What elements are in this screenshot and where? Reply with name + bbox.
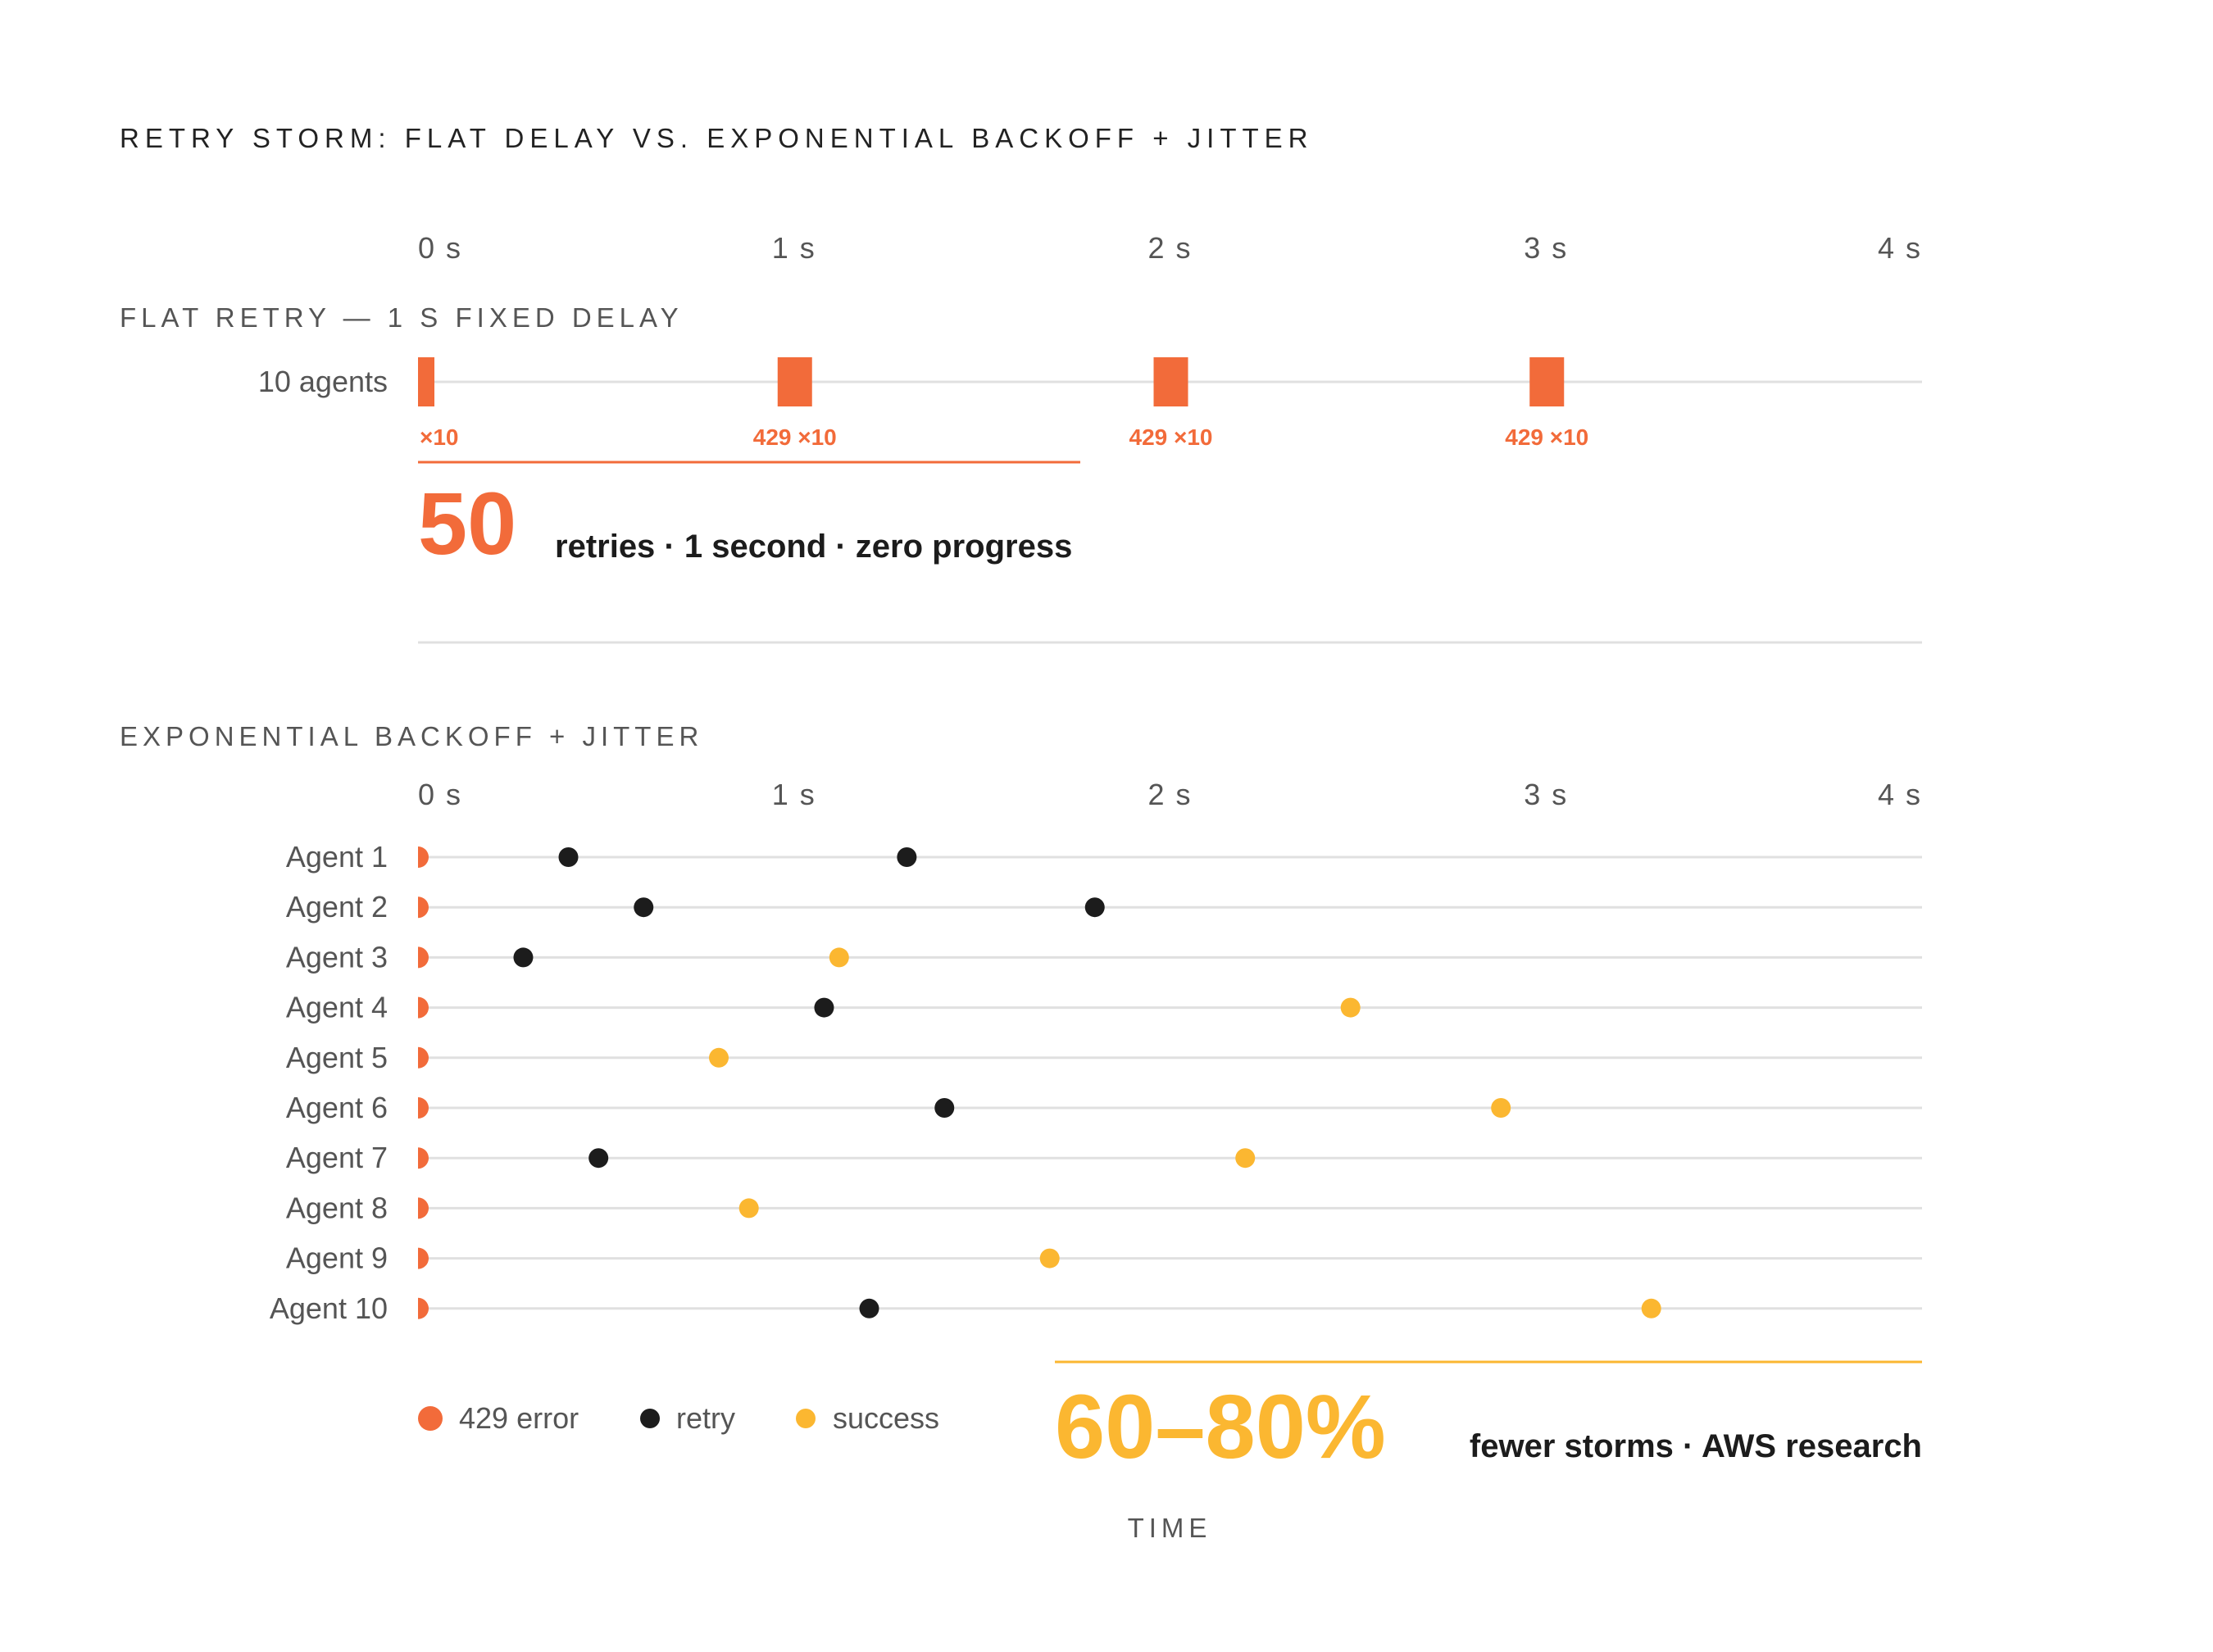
retry-point <box>897 847 917 867</box>
legend-error-swatch <box>418 1406 443 1431</box>
retry-point <box>513 947 534 968</box>
agent-label: Agent 6 <box>286 1091 388 1124</box>
flat-section-title: FLAT RETRY — 1 S FIXED DELAY <box>120 302 684 333</box>
success-point <box>709 1047 729 1068</box>
flat-stat-text: retries · 1 second · zero progress <box>555 529 1072 565</box>
error-point <box>418 1147 429 1169</box>
error-point <box>418 846 429 868</box>
agent-label: Agent 9 <box>286 1241 388 1275</box>
backoff-tick-label: 0 s <box>418 778 462 811</box>
flat-tick-label: 2 s <box>1147 231 1192 265</box>
error-point <box>418 896 429 919</box>
error-point <box>418 1247 429 1269</box>
backoff-section-title: EXPONENTIAL BACKOFF + JITTER <box>120 721 703 751</box>
agent-row: Agent 3 <box>286 940 1922 974</box>
flat-burst-bar <box>1529 357 1565 406</box>
flat-burst-label: 429 ×10 <box>1505 424 1588 450</box>
retry-point <box>859 1298 879 1318</box>
success-point <box>1340 997 1361 1018</box>
error-point <box>418 1046 429 1069</box>
agent-label: Agent 8 <box>286 1191 388 1224</box>
agent-row: Agent 6 <box>286 1091 1922 1124</box>
retry-point <box>634 897 654 918</box>
agent-row: Agent 8 <box>286 1191 1922 1224</box>
agent-label: Agent 3 <box>286 940 388 974</box>
error-point <box>418 1297 429 1319</box>
success-point <box>1491 1098 1511 1118</box>
agent-label: Agent 10 <box>270 1291 388 1325</box>
error-point <box>418 1197 429 1219</box>
flat-tick-label: 0 s <box>418 231 462 265</box>
agent-label: Agent 4 <box>286 991 388 1024</box>
agent-row: Agent 4 <box>286 991 1922 1024</box>
flat-tick-label: 1 s <box>772 231 816 265</box>
legend-success-label: success <box>833 1401 939 1435</box>
flat-burst-label: ×10 <box>420 424 459 450</box>
legend-retry-label: retry <box>676 1401 735 1435</box>
flat-tick-label: 4 s <box>1878 231 1922 265</box>
backoff-x-axis-ticks: 0 s 1 s 2 s 3 s 4 s <box>418 778 1922 811</box>
agent-row: Agent 2 <box>286 890 1922 924</box>
agent-row: Agent 7 <box>286 1141 1922 1174</box>
success-point <box>1039 1248 1060 1268</box>
agent-label: Agent 2 <box>286 890 388 924</box>
legend-error-label: 429 error <box>459 1401 579 1435</box>
legend: 429 error retry success <box>418 1401 939 1435</box>
retry-point <box>814 997 834 1018</box>
flat-burst-label: 429 ×10 <box>753 424 837 450</box>
agent-label: Agent 5 <box>286 1041 388 1074</box>
agent-row: Agent 10 <box>270 1291 1922 1325</box>
success-point <box>829 947 849 968</box>
success-point <box>738 1198 759 1219</box>
retry-point <box>588 1148 609 1169</box>
flat-x-axis-ticks: 0 s 1 s 2 s 3 s 4 s <box>418 231 1922 265</box>
flat-burst-label: 429 ×10 <box>1129 424 1213 450</box>
flat-bursts: ×10 429 ×10 429 ×10 429 ×10 <box>418 357 1588 450</box>
retry-point <box>558 847 579 867</box>
backoff-tick-label: 2 s <box>1147 778 1192 811</box>
retry-point <box>1084 897 1105 918</box>
error-point <box>418 996 429 1019</box>
agent-row: Agent 9 <box>286 1241 1922 1275</box>
flat-burst-bar <box>777 357 812 406</box>
legend-retry-swatch <box>640 1409 660 1428</box>
backoff-rows: Agent 1 Agent 2 Agent 3 Agent 4 Agent 5 Agent… <box>270 840 1922 1325</box>
agent-label: Agent 1 <box>286 840 388 874</box>
flat-tick-label: 3 s <box>1524 231 1568 265</box>
chart-title: RETRY STORM: FLAT DELAY VS. EXPONENTIAL … <box>120 123 1314 153</box>
x-axis-label: TIME <box>1128 1513 1212 1543</box>
backoff-tick-label: 3 s <box>1524 778 1568 811</box>
success-point <box>1641 1298 1661 1318</box>
backoff-tick-label: 1 s <box>772 778 816 811</box>
backoff-stat-value: 60–80% <box>1055 1377 1386 1477</box>
backoff-tick-label: 4 s <box>1878 778 1922 811</box>
success-point <box>1235 1148 1256 1169</box>
legend-success-swatch <box>796 1409 816 1428</box>
flat-row-label: 10 agents <box>258 365 388 398</box>
agent-row: Agent 5 <box>286 1041 1922 1074</box>
error-point <box>418 946 429 969</box>
flat-stat-value: 50 <box>418 474 516 573</box>
flat-burst-bar <box>418 357 434 406</box>
agent-label: Agent 7 <box>286 1141 388 1174</box>
flat-burst-bar <box>1153 357 1188 406</box>
agent-row: Agent 1 <box>286 840 1922 874</box>
retry-point <box>934 1098 955 1118</box>
error-point <box>418 1097 429 1119</box>
backoff-stat-text: fewer storms · AWS research <box>1470 1428 1922 1464</box>
